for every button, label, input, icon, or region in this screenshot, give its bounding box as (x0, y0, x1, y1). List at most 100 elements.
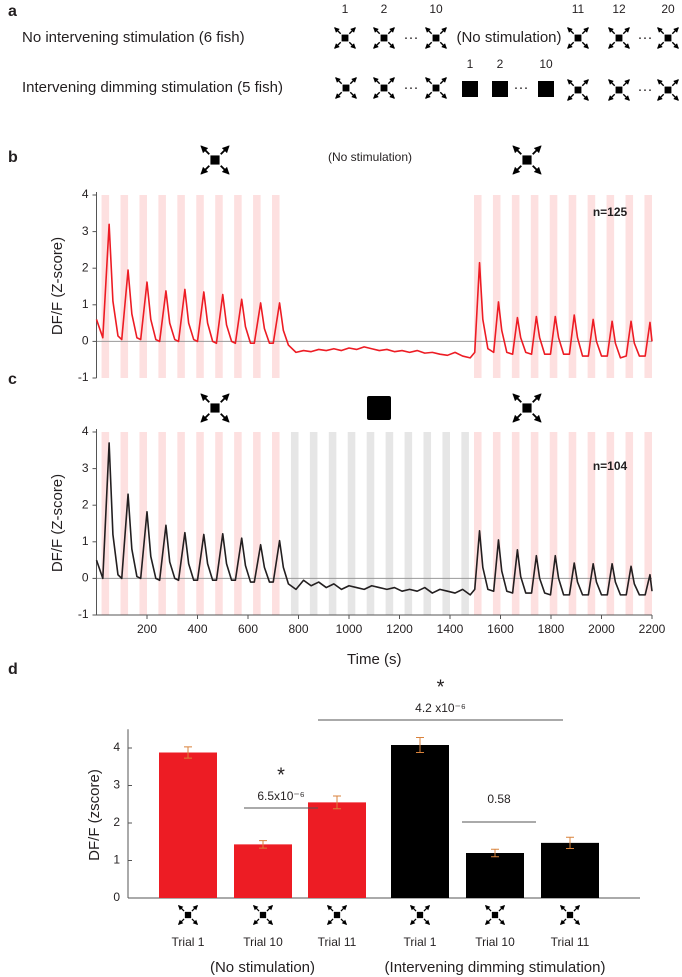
x-axis-label: Time (s) (347, 651, 401, 668)
trial-number: 20 (661, 2, 675, 16)
error-bar (259, 840, 267, 849)
panel-a: No intervening stimulation (6 fish) 1 2 … (22, 2, 678, 100)
x-tick-label: Trial 10 (475, 935, 515, 949)
stim-icon (513, 146, 540, 173)
ellipsis: ··· (404, 29, 419, 46)
p-value: 0.58 (487, 792, 511, 806)
y-tick-label: 4 (113, 740, 120, 754)
ellipsis: ··· (638, 29, 653, 46)
dim-icon (492, 81, 508, 97)
annotation: n=104 (593, 459, 628, 473)
y-tick-label: 4 (82, 424, 89, 438)
stimulus-band (511, 195, 520, 378)
y-tick-label: 3 (113, 778, 120, 792)
y-tick-label: -1 (78, 607, 89, 621)
trial-number: 12 (612, 2, 626, 16)
stim-icon (336, 78, 357, 99)
stimulus-band (461, 432, 469, 615)
error-bar (566, 836, 574, 849)
ellipsis: ··· (638, 81, 653, 98)
stimulus-band (606, 432, 615, 615)
stim-icon (513, 394, 540, 421)
stimulus-band (492, 432, 501, 615)
y-tick-label: 0 (82, 334, 89, 348)
ellipsis: ··· (404, 79, 419, 96)
stimulus-band (347, 432, 356, 615)
stimulus-band (253, 195, 261, 378)
stim-icon (568, 80, 589, 101)
stimulus-band (473, 432, 482, 615)
dim-icon (538, 81, 554, 97)
annotation: n=125 (593, 205, 628, 219)
stimulus-band (549, 432, 558, 615)
y-axis-label: DF/F (zscore) (86, 769, 103, 861)
bar (159, 752, 217, 898)
y-tick-label: 0 (82, 571, 89, 585)
stimulus-band (120, 432, 129, 615)
trial-number: 10 (429, 2, 443, 16)
x-tick-label: 1800 (538, 622, 565, 636)
panel-label: d (8, 661, 18, 678)
bar (541, 842, 599, 898)
panel-label: a (8, 3, 17, 20)
x-tick-label: 1600 (487, 622, 514, 636)
stim-icon (328, 906, 347, 925)
x-tick-label: Trial 11 (318, 935, 357, 949)
annotation: (No stimulation) (328, 150, 412, 164)
stim-icon (561, 906, 580, 925)
stim-icon (609, 80, 630, 101)
y-tick-label: -1 (78, 370, 89, 384)
bar (466, 853, 524, 898)
panel-label: b (8, 149, 18, 166)
stimulus-band (177, 195, 185, 378)
stim-icon (486, 906, 505, 925)
x-tick-label: 2200 (639, 622, 666, 636)
y-tick-label: 3 (82, 461, 89, 475)
x-tick-label: 2000 (588, 622, 615, 636)
stimulus-band (196, 195, 204, 378)
middle-label: (No stimulation) (456, 29, 561, 46)
stim-icon (201, 146, 228, 173)
bar (234, 844, 292, 898)
trace (95, 223, 653, 359)
stimulus-band (568, 432, 577, 615)
stimulus-band (271, 195, 280, 378)
stimulus-band (511, 432, 520, 615)
stimulus-band (215, 195, 223, 378)
x-tick-label: 1400 (437, 622, 464, 636)
stimulus-band (139, 432, 147, 615)
error-bar (184, 746, 192, 759)
row-label: No intervening stimulation (6 fish) (22, 29, 245, 46)
y-tick-label: 2 (113, 815, 120, 829)
stimulus-band (530, 195, 539, 378)
stimulus-band (625, 432, 634, 615)
stim-icon (201, 394, 228, 421)
y-axis-label: DF/F (Z-score) (49, 474, 66, 572)
stimulus-band (423, 432, 432, 615)
stimulus-band (158, 195, 166, 378)
stimulus-band (404, 432, 413, 615)
stimulus-band (385, 432, 394, 615)
stimulus-band (549, 195, 558, 378)
y-tick-label: 1 (113, 853, 120, 867)
x-tick-label: Trial 1 (172, 935, 205, 949)
p-value: 6.5x10⁻⁶ (257, 789, 304, 803)
dim-icon (367, 396, 391, 420)
stimulus-band (530, 432, 539, 615)
stimulus-band (309, 432, 318, 615)
x-tick-label: 200 (137, 622, 157, 636)
trial-number: 2 (497, 57, 504, 71)
stimulus-band (271, 432, 280, 615)
stimulus-band (196, 432, 204, 615)
bar (391, 745, 449, 898)
y-tick-label: 1 (82, 534, 89, 548)
stimulus-band (215, 432, 223, 615)
stimulus-band (120, 195, 129, 378)
stim-icon (658, 80, 679, 101)
stim-icon (658, 28, 679, 49)
group-label: (No stimulation) (210, 959, 315, 976)
ellipsis: ··· (514, 79, 529, 96)
y-tick-label: 2 (82, 260, 89, 274)
